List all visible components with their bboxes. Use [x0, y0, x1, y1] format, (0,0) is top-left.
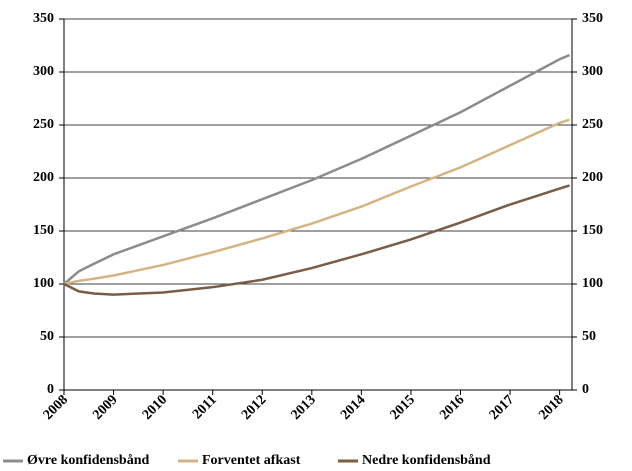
x-tick-label: 2008	[41, 392, 71, 422]
y-tick-label: 150	[33, 223, 54, 238]
y-tick-label: 350	[33, 11, 54, 26]
x-tick-label: 2010	[140, 392, 170, 422]
y2-tick-label: 350	[582, 11, 603, 26]
series-line	[63, 118, 570, 286]
y-tick-label: 300	[33, 64, 54, 79]
x-tick-label: 2014	[338, 392, 368, 422]
y2-tick-label: 200	[582, 170, 603, 185]
y2-tick-label: 50	[582, 329, 596, 344]
y-tick-label: 0	[47, 382, 54, 397]
series-line	[63, 53, 571, 285]
y2-tick-label: 100	[582, 276, 603, 291]
x-tick-label: 2015	[388, 392, 418, 422]
x-tick-label: 2012	[239, 392, 269, 422]
y2-tick-label: 0	[582, 382, 589, 397]
x-tick-label: 2018	[536, 392, 566, 422]
y2-tick-label: 150	[582, 223, 603, 238]
legend-label: Øvre konfidensbånd	[27, 453, 149, 468]
y2-tick-label: 250	[582, 117, 603, 132]
x-tick-label: 2017	[487, 392, 517, 422]
y-tick-label: 200	[33, 170, 54, 185]
y-tick-label: 50	[40, 329, 54, 344]
legend-label: Nedre konfidensbånd	[362, 453, 491, 468]
y-tick-label: 250	[33, 117, 54, 132]
x-tick-label: 2009	[90, 392, 120, 422]
series-line	[63, 184, 570, 296]
y-tick-label: 100	[33, 276, 54, 291]
x-tick-label: 2013	[289, 392, 319, 422]
legend-label: Forventet afkast	[202, 453, 301, 468]
x-tick-label: 2011	[190, 392, 220, 422]
x-tick-label: 2016	[437, 392, 467, 422]
y2-tick-label: 300	[582, 64, 603, 79]
